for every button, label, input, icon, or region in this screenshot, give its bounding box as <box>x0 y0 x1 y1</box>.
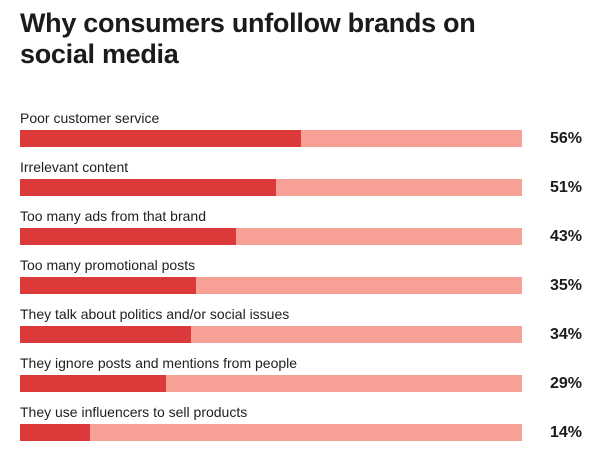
bar-value-label: 34% <box>549 326 582 343</box>
bar-track <box>20 277 522 294</box>
bar <box>20 228 236 245</box>
bar <box>20 130 302 147</box>
bar-value-label: 14% <box>549 424 582 441</box>
bar-track <box>20 424 522 441</box>
bar <box>20 179 277 196</box>
bar-label: They ignore posts and mentions from peop… <box>20 355 298 371</box>
bar-track <box>20 228 522 245</box>
bar-value-label: 56% <box>549 130 582 147</box>
bar <box>20 375 166 392</box>
bar-value-label: 35% <box>549 277 582 294</box>
bar-track <box>20 179 522 196</box>
bar-label: They use influencers to sell products <box>20 404 248 420</box>
bar <box>20 424 91 441</box>
bar-label: Poor customer service <box>20 110 160 126</box>
bar-label: Too many promotional posts <box>20 257 196 273</box>
bar <box>20 277 196 294</box>
bar-value-label: 29% <box>549 375 582 392</box>
bar-row: They talk about politics and/or social i… <box>0 306 600 350</box>
bar-row: Too many ads from that brand 43% <box>0 208 600 252</box>
bar-value-label: 51% <box>549 179 582 196</box>
bar <box>20 326 191 343</box>
bar-row: They use influencers to sell products 14% <box>0 404 600 448</box>
chart-title: Why consumers unfollow brands on social … <box>20 8 476 69</box>
bar-label: Irrelevant content <box>20 159 129 175</box>
bar-track <box>20 375 522 392</box>
bar-row: Poor customer service 56% <box>0 110 600 154</box>
bar-track <box>20 130 522 147</box>
bar-label: They talk about politics and/or social i… <box>20 306 290 322</box>
bar-value-label: 43% <box>549 228 582 245</box>
bar-row: Irrelevant content 51% <box>0 159 600 203</box>
bar-row: They ignore posts and mentions from peop… <box>0 355 600 399</box>
bar-row: Too many promotional posts 35% <box>0 257 600 301</box>
bar-label: Too many ads from that brand <box>20 208 206 224</box>
bar-track <box>20 326 522 343</box>
